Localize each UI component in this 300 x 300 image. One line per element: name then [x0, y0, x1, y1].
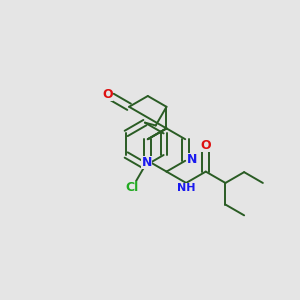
Text: O: O [102, 88, 112, 101]
Text: N: N [187, 153, 197, 166]
Text: Cl: Cl [126, 181, 139, 194]
Text: NH: NH [178, 183, 196, 193]
Text: O: O [200, 139, 211, 152]
Text: N: N [141, 156, 152, 169]
